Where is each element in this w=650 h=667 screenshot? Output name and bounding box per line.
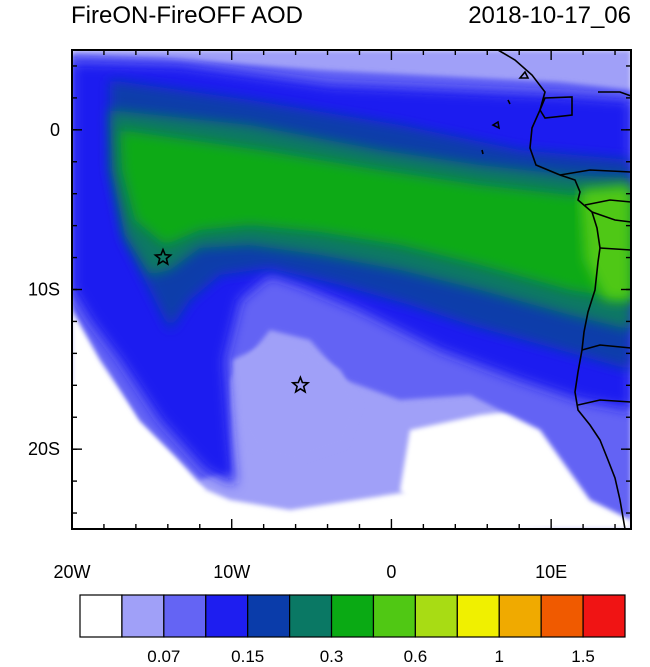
axis-ticks xyxy=(71,50,631,529)
colorbar-swatch xyxy=(498,594,542,638)
colorbar-label: 0.15 xyxy=(231,647,264,666)
colorbar-label: 1 xyxy=(494,647,503,666)
lon-tick-label: 10W xyxy=(213,562,250,582)
lat-tick-label: 20S xyxy=(28,439,60,459)
map-title: FireON-FireOFF AOD xyxy=(71,2,303,29)
colorbar-label: 0.3 xyxy=(320,647,344,666)
star-marker-north xyxy=(153,247,173,266)
map-date: 2018-10-17_06 xyxy=(468,2,631,29)
colorbar-swatch xyxy=(205,594,249,638)
colorbar-swatch xyxy=(330,594,375,638)
colorbar-swatch xyxy=(456,594,500,638)
coastline xyxy=(481,50,631,529)
colorbar-label: 0.6 xyxy=(404,647,428,666)
colorbar-swatch xyxy=(163,594,207,638)
station-markers xyxy=(153,247,311,394)
lon-tick-label: 10E xyxy=(535,562,567,582)
aod-field xyxy=(72,50,631,529)
colorbar-swatch xyxy=(414,594,458,638)
aod-light-patch-center xyxy=(232,345,360,460)
colorbar-swatch xyxy=(372,594,416,638)
lat-tick-label: 0 xyxy=(50,120,60,140)
colorbar-swatch xyxy=(289,594,333,638)
axis-tick-labels: 20W 10W 0 10E 0 10S 20S xyxy=(28,120,567,582)
aod-contour-0.4 xyxy=(120,130,631,300)
lon-tick-label: 20W xyxy=(53,562,90,582)
colorbar-swatch xyxy=(582,594,626,638)
colorbar-labels: 0.07 0.15 0.3 0.6 1 1.5 xyxy=(147,647,595,666)
colorbar-label: 1.5 xyxy=(571,647,595,666)
colorbar-swatch xyxy=(79,594,123,638)
colorbar-swatch xyxy=(247,594,291,638)
colorbar-swatch xyxy=(121,594,165,638)
lon-tick-label: 0 xyxy=(386,562,396,582)
colorbar-label: 0.07 xyxy=(147,647,180,666)
colorbar-swatch xyxy=(540,594,584,638)
star-marker-south xyxy=(290,375,311,394)
colorbar xyxy=(79,594,626,638)
lat-tick-label: 10S xyxy=(28,280,60,300)
